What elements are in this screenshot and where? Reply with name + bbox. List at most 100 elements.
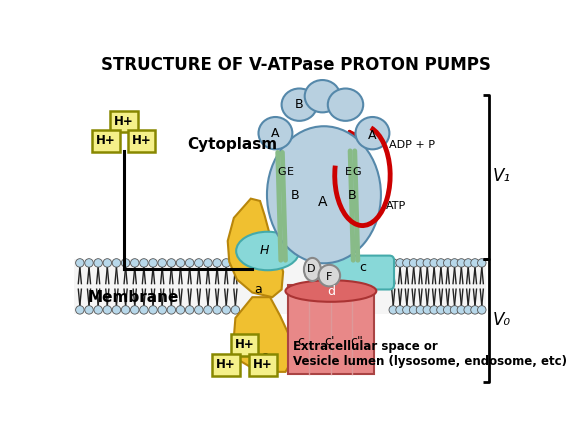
Circle shape [416, 259, 425, 267]
Ellipse shape [236, 232, 299, 270]
Text: B: B [291, 189, 300, 202]
Circle shape [396, 306, 404, 314]
Circle shape [389, 306, 398, 314]
Circle shape [464, 259, 472, 267]
Text: d: d [327, 285, 335, 297]
Circle shape [121, 306, 130, 314]
Circle shape [389, 259, 398, 267]
Circle shape [167, 259, 176, 267]
Circle shape [437, 259, 445, 267]
Circle shape [103, 259, 112, 267]
Circle shape [403, 259, 411, 267]
Text: c: c [359, 262, 366, 274]
Text: E: E [287, 167, 294, 177]
Circle shape [403, 306, 411, 314]
Text: D: D [307, 265, 316, 274]
Text: B: B [348, 189, 357, 202]
Circle shape [149, 259, 157, 267]
Text: A: A [318, 195, 327, 209]
Circle shape [112, 306, 121, 314]
Text: B: B [295, 98, 303, 111]
Circle shape [112, 259, 121, 267]
Text: c': c' [324, 334, 335, 347]
Circle shape [131, 259, 139, 267]
Circle shape [176, 259, 185, 267]
Circle shape [464, 306, 472, 314]
Text: H+: H+ [253, 358, 273, 371]
Circle shape [195, 306, 203, 314]
Circle shape [477, 259, 486, 267]
FancyBboxPatch shape [128, 130, 155, 152]
Circle shape [203, 259, 212, 267]
Circle shape [470, 259, 479, 267]
Ellipse shape [328, 89, 363, 121]
Text: H+: H+ [132, 134, 151, 147]
FancyBboxPatch shape [110, 111, 138, 133]
Circle shape [94, 306, 102, 314]
Text: F: F [326, 272, 332, 282]
Circle shape [409, 259, 418, 267]
Text: c: c [297, 334, 305, 347]
Circle shape [213, 259, 221, 267]
Circle shape [167, 306, 176, 314]
Circle shape [158, 259, 166, 267]
Circle shape [396, 259, 404, 267]
Circle shape [121, 259, 130, 267]
Circle shape [430, 259, 438, 267]
Circle shape [222, 306, 231, 314]
Circle shape [186, 259, 194, 267]
Circle shape [94, 259, 102, 267]
FancyBboxPatch shape [249, 354, 277, 376]
Circle shape [131, 306, 139, 314]
Circle shape [85, 306, 93, 314]
Circle shape [186, 306, 194, 314]
Text: E: E [345, 167, 352, 177]
Text: c": c" [351, 334, 364, 347]
Circle shape [213, 306, 221, 314]
Ellipse shape [305, 80, 340, 112]
Circle shape [450, 306, 459, 314]
FancyBboxPatch shape [212, 354, 240, 376]
Circle shape [76, 259, 84, 267]
Text: ADP + P: ADP + P [390, 140, 435, 150]
Ellipse shape [281, 89, 317, 121]
Ellipse shape [258, 117, 292, 150]
Circle shape [231, 306, 240, 314]
Text: H+: H+ [96, 134, 116, 147]
Circle shape [430, 306, 438, 314]
Circle shape [443, 306, 452, 314]
Text: a: a [261, 350, 269, 363]
Text: A: A [271, 127, 280, 140]
Circle shape [103, 306, 112, 314]
Ellipse shape [267, 126, 381, 263]
Ellipse shape [355, 117, 390, 150]
Text: ATP: ATP [386, 201, 406, 211]
Circle shape [140, 259, 148, 267]
Text: STRUCTURE OF V-ATPase PROTON PUMPS: STRUCTURE OF V-ATPase PROTON PUMPS [101, 56, 491, 74]
Circle shape [203, 306, 212, 314]
Circle shape [477, 306, 486, 314]
Ellipse shape [304, 258, 321, 281]
Text: H: H [260, 245, 269, 258]
Circle shape [318, 265, 340, 286]
Text: Membrane: Membrane [87, 290, 179, 305]
Circle shape [443, 259, 452, 267]
Text: H+: H+ [216, 358, 236, 371]
Bar [288, 285, 374, 374]
FancyBboxPatch shape [92, 130, 120, 152]
Text: V₀: V₀ [492, 311, 510, 329]
Circle shape [140, 306, 148, 314]
Circle shape [457, 259, 466, 267]
Text: Extracellular space or
Vesicle lumen (lysosome, endosome, etc): Extracellular space or Vesicle lumen (ly… [293, 340, 567, 368]
Circle shape [437, 306, 445, 314]
Polygon shape [228, 199, 283, 297]
Circle shape [457, 306, 466, 314]
FancyBboxPatch shape [231, 334, 258, 356]
Text: G: G [277, 167, 286, 177]
FancyBboxPatch shape [329, 255, 394, 290]
Circle shape [470, 306, 479, 314]
Circle shape [409, 306, 418, 314]
Ellipse shape [286, 280, 376, 302]
Circle shape [231, 259, 240, 267]
Text: H+: H+ [114, 115, 134, 128]
